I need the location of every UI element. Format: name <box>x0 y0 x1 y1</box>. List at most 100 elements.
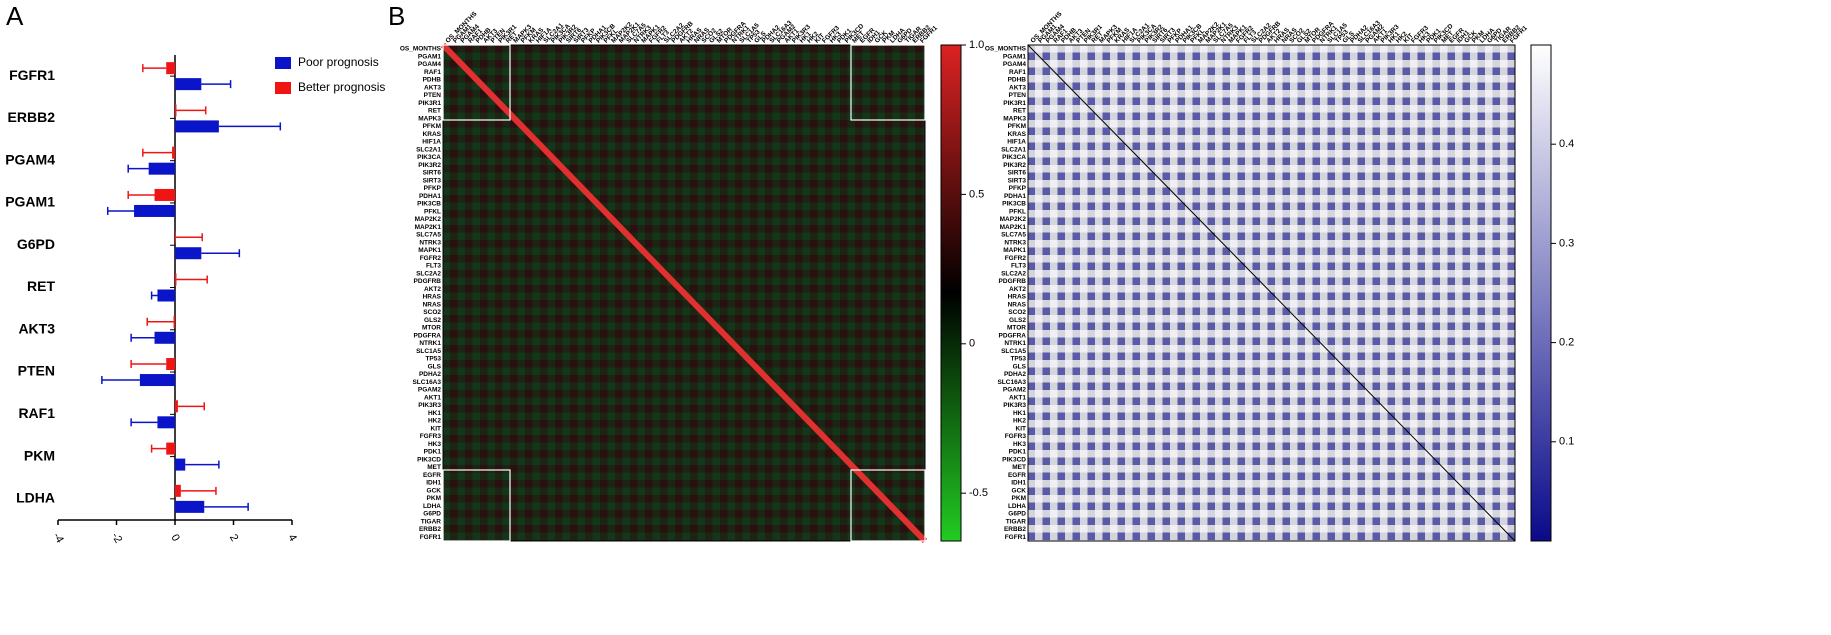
category-label: ERBB2 <box>8 109 56 125</box>
row-label: HK3 <box>1013 441 1026 448</box>
error-bar <box>175 233 203 242</box>
panel-label: A <box>6 1 24 31</box>
row-label: AKT2 <box>424 286 441 293</box>
row-label: OS_MONTHS <box>400 46 442 53</box>
row-label: GCK <box>1012 487 1027 494</box>
highlight-box <box>850 44 926 121</box>
legend-swatch <box>275 82 291 94</box>
x-tick-label: 0 <box>168 532 181 543</box>
bar <box>139 374 175 387</box>
bar <box>175 400 178 413</box>
row-label: PKM <box>427 495 441 502</box>
error-bar <box>106 206 135 215</box>
row-label: RAF1 <box>424 69 441 76</box>
row-label: PFKM <box>423 123 441 130</box>
row-label: PGAM4 <box>1003 61 1027 68</box>
bar <box>154 331 175 344</box>
row-label: IDH1 <box>1011 480 1026 487</box>
bar <box>175 500 205 513</box>
error-bar <box>150 291 158 300</box>
row-label: PTEN <box>1009 92 1027 99</box>
row-label: NRAS <box>1008 301 1027 308</box>
error-bar <box>127 190 155 199</box>
bar <box>166 358 175 371</box>
highlight-box <box>850 469 926 542</box>
row-label: PDHA1 <box>419 193 441 200</box>
row-label: G6PD <box>423 511 441 518</box>
row-label: MAPK3 <box>418 115 441 122</box>
row-label: NTRK3 <box>419 239 441 246</box>
row-label: HK3 <box>428 441 441 448</box>
row-label: FGFR1 <box>420 534 442 541</box>
bar <box>154 188 175 201</box>
row-label: FGFR2 <box>420 255 442 262</box>
row-label: PIK3CD <box>417 456 441 463</box>
row-label: LDHA <box>1008 503 1026 510</box>
row-label: MET <box>1012 464 1026 471</box>
error-bar <box>180 486 217 495</box>
category-label: PGAM1 <box>5 194 55 210</box>
bar <box>175 458 186 471</box>
row-label: FGFR3 <box>1005 433 1027 440</box>
row-label: TIGAR <box>1006 518 1027 525</box>
row-label: AKT1 <box>1009 394 1026 401</box>
row-label: PGAM2 <box>418 387 442 394</box>
row-label: SLC2A2 <box>1001 270 1026 277</box>
row-label: PFKP <box>1009 185 1027 192</box>
legend-label: Better prognosis <box>298 80 385 94</box>
row-label: RAF1 <box>1009 69 1026 76</box>
row-label: SLC1A5 <box>1001 348 1026 355</box>
bar <box>173 315 175 328</box>
bar <box>175 484 181 497</box>
row-label: MTOR <box>422 325 441 332</box>
error-bar <box>218 122 282 131</box>
row-label: PDHB <box>423 77 442 84</box>
row-label: HK1 <box>428 410 441 417</box>
row-label: FGFR1 <box>1005 534 1027 541</box>
row-label: TIGAR <box>421 518 442 525</box>
row-label: RET <box>428 108 441 115</box>
row-label: SIRT3 <box>1008 177 1027 184</box>
row-label: PDGFRB <box>999 278 1027 285</box>
row-label: PFKL <box>1009 208 1026 215</box>
error-bar <box>176 275 208 284</box>
highlight-box <box>442 469 511 542</box>
row-label: PFKL <box>424 208 441 215</box>
category-label: AKT3 <box>18 320 55 336</box>
bar <box>175 78 202 91</box>
error-bar <box>150 444 167 453</box>
row-label: MAP2K1 <box>1000 224 1027 231</box>
row-label: PDGFRA <box>999 332 1027 339</box>
row-label: KIT <box>1016 425 1027 432</box>
highlight-box <box>442 44 511 121</box>
row-label: ERBB2 <box>1004 526 1026 533</box>
row-label: SLC7A5 <box>416 232 441 239</box>
row-label: PDHA2 <box>1004 371 1026 378</box>
row-label: PIK3CB <box>1002 201 1026 208</box>
row-label: PDGFRA <box>414 332 442 339</box>
legend-label: Poor prognosis <box>298 55 379 69</box>
row-label: GLS2 <box>424 317 441 324</box>
row-label: HK2 <box>1013 418 1026 425</box>
row-label: PDGFRB <box>414 278 442 285</box>
x-tick-label: -2 <box>109 531 124 545</box>
x-tick-label: -4 <box>50 531 65 545</box>
row-label: KRAS <box>1008 131 1027 138</box>
row-label: PIK3R1 <box>418 100 441 107</box>
bar <box>175 273 177 286</box>
error-bar <box>142 64 167 73</box>
row-label: KIT <box>431 425 442 432</box>
colorbar-tick-label: 0 <box>969 338 975 350</box>
colorbar-tick-label: -0.5 <box>969 487 988 499</box>
row-label: GLS <box>428 363 442 370</box>
row-label: FGFR3 <box>420 433 442 440</box>
row-label: SLC16A3 <box>412 379 441 386</box>
colorbar <box>940 44 962 542</box>
row-label: GCK <box>427 487 442 494</box>
row-label: PIK3R3 <box>418 402 441 409</box>
row-label: TP53 <box>425 356 441 363</box>
row-label: IDH1 <box>426 480 441 487</box>
colorbar-tick-label: 0.5 <box>969 188 984 200</box>
x-tick-label: 4 <box>285 532 298 543</box>
